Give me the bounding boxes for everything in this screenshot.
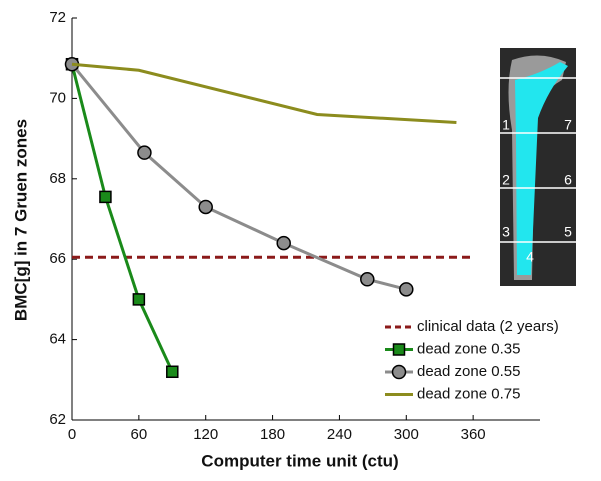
legend-label: clinical data (2 years)	[417, 318, 559, 335]
x-tick-label: 300	[394, 426, 419, 443]
implant	[515, 62, 568, 275]
series-line	[71, 62, 457, 125]
legend-label: dead zone 0.35	[417, 340, 520, 357]
legend-label: dead zone 0.75	[417, 385, 520, 402]
inset-image: 1 2 34 5 6 7	[500, 48, 576, 286]
x-tick-label: 240	[327, 426, 352, 443]
point	[99, 190, 112, 204]
point	[132, 293, 146, 306]
series-line	[70, 63, 407, 291]
legend-marker	[392, 343, 406, 356]
zone-label: 1	[502, 117, 510, 133]
point	[399, 282, 414, 297]
x-tick-label: 120	[193, 426, 218, 443]
zone-label: 3	[502, 224, 510, 240]
legend-marker	[391, 364, 407, 380]
point	[360, 272, 375, 287]
y-axis-label: BMC[g] in 7 Gruen zones	[11, 119, 30, 321]
y-tick-label: 66	[49, 250, 66, 267]
x-tick-label: 360	[461, 426, 486, 443]
point	[137, 145, 152, 160]
x-tick-label: 0	[68, 426, 76, 443]
x-tick-label: 60	[131, 426, 148, 443]
point	[276, 235, 291, 251]
x-axis-label: Computer time unit (ctu)	[201, 451, 398, 470]
y-tick-label: 72	[49, 9, 66, 26]
zone-label: 2	[502, 172, 510, 188]
legend-label: dead zone 0.55	[417, 363, 520, 380]
zone-label: 5	[564, 224, 572, 240]
series-line	[70, 63, 174, 373]
legend: clinical data (2 years) dead zone 0.35 dea…	[385, 318, 559, 402]
point	[198, 199, 213, 215]
y-tick-label: 62	[49, 411, 66, 428]
y-tick-label: 64	[49, 331, 66, 348]
y-tick-label: 70	[49, 89, 66, 106]
point	[166, 365, 179, 379]
plot-area: 62 64 66 68 70 72 0 60 120 180 240 300 360	[49, 9, 540, 443]
x-tick-label: 180	[260, 426, 285, 443]
y-tick-label: 68	[49, 170, 66, 187]
zone-label: 6	[564, 172, 572, 188]
zone-label: 4	[526, 249, 534, 265]
zone-label: 7	[564, 117, 572, 133]
